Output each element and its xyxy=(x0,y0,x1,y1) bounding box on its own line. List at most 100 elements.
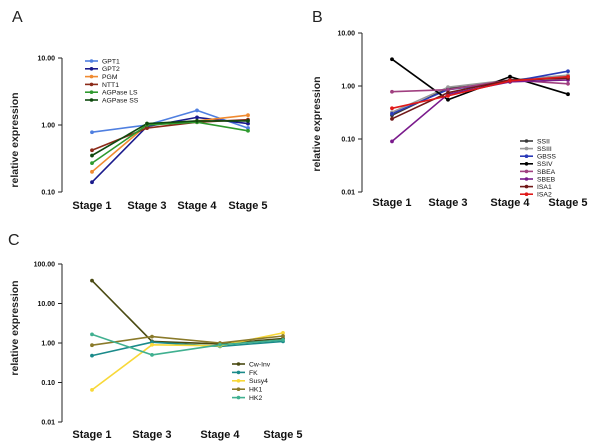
legend-label: Susy4 xyxy=(249,378,268,385)
data-point xyxy=(90,130,94,135)
y-ticks-a: 0.10 1.00 10.00 xyxy=(37,56,62,197)
data-point xyxy=(446,90,450,95)
x-category-label: Stage 1 xyxy=(72,200,111,212)
data-point xyxy=(446,87,450,92)
legend-label: SBEA xyxy=(537,169,556,176)
legend-label: AGPase LS xyxy=(102,90,138,97)
x-categories-c: Stage 1 Stage 3 Stage 4 Stage 5 xyxy=(72,429,302,441)
legend-label: Cw-Inv xyxy=(249,361,271,368)
legend-marker xyxy=(524,169,529,174)
legend-marker xyxy=(89,67,94,71)
legend-label: HK1 xyxy=(249,387,262,394)
y-tick-label: 0.10 xyxy=(41,190,55,197)
y-axis-label-b: relative expression xyxy=(311,76,323,171)
data-point xyxy=(150,342,154,347)
data-point xyxy=(150,352,154,357)
legend-marker xyxy=(236,387,241,392)
series-line xyxy=(91,280,284,345)
y-tick-label: 1.00 xyxy=(41,341,55,348)
series-line xyxy=(391,79,569,143)
data-point xyxy=(246,126,250,130)
data-point xyxy=(150,340,154,345)
legend-label: GPT2 xyxy=(102,66,120,73)
data-point xyxy=(145,121,149,126)
series-lines-a xyxy=(91,109,249,183)
x-category-label: Stage 1 xyxy=(72,429,111,441)
data-point xyxy=(390,89,394,94)
y-tick-label: 0.10 xyxy=(41,380,55,387)
panel-b: B relative expression 0.010.101.0010.00 … xyxy=(311,9,588,209)
panel-label-a: A xyxy=(12,9,23,26)
series-line xyxy=(391,74,569,113)
y-ticks-c: 0.01 0.10 1.00 10.00 100.00 xyxy=(34,262,62,427)
legend-label: ISA1 xyxy=(537,184,552,191)
data-point xyxy=(446,97,450,102)
x-category-label: Stage 4 xyxy=(200,429,240,441)
y-tick-label: 10.00 xyxy=(37,301,55,308)
panel-label-c: C xyxy=(8,232,20,249)
legend-marker xyxy=(89,98,94,102)
legend-marker xyxy=(236,362,241,366)
panel-label-b: B xyxy=(312,9,323,26)
data-point xyxy=(90,343,94,348)
y-tick-label: 10.00 xyxy=(37,56,55,63)
data-point xyxy=(246,128,250,133)
legend-marker xyxy=(524,146,529,151)
y-tick-label: 100.00 xyxy=(34,262,56,269)
legend-marker xyxy=(89,74,94,79)
legend-marker xyxy=(524,139,529,143)
x-category-label: Stage 3 xyxy=(127,200,166,212)
data-point xyxy=(508,74,512,79)
data-point xyxy=(566,69,570,74)
legend-label: GPT1 xyxy=(102,58,120,65)
x-category-label: Stage 5 xyxy=(228,200,267,212)
x-categories-b: Stage 1 Stage 3 Stage 4 Stage 5 xyxy=(372,197,587,209)
data-point xyxy=(90,353,94,358)
legend-label: SSII xyxy=(537,138,550,145)
data-point xyxy=(218,342,222,347)
x-category-label: Stage 5 xyxy=(263,429,302,441)
data-point xyxy=(390,116,394,121)
data-point xyxy=(195,119,199,123)
legend-label: PGM xyxy=(102,74,118,81)
data-point xyxy=(566,92,570,97)
legend-label: GBSS xyxy=(537,154,556,161)
series-line xyxy=(91,335,284,346)
legend-label: SBEB xyxy=(537,176,556,183)
data-point xyxy=(195,115,199,120)
data-point xyxy=(390,111,394,116)
legend-label: ISA2 xyxy=(537,192,552,199)
legend-marker xyxy=(524,192,529,196)
legend-label: SSIV xyxy=(537,161,553,168)
data-point xyxy=(90,153,94,158)
x-category-label: Stage 5 xyxy=(548,197,587,209)
y-tick-label: 10.00 xyxy=(337,31,355,38)
legend-marker xyxy=(236,395,241,400)
series-markers-b xyxy=(390,57,570,144)
data-point xyxy=(90,180,94,185)
series-line xyxy=(91,121,249,164)
x-category-label: Stage 4 xyxy=(490,197,530,209)
y-axis-label-a: relative expression xyxy=(9,92,21,187)
legend-marker xyxy=(89,82,94,87)
y-tick-label: 0.10 xyxy=(341,137,355,144)
data-point xyxy=(566,81,570,86)
series-line xyxy=(91,340,284,357)
series-markers-c xyxy=(90,278,285,392)
legend-label: NTT1 xyxy=(102,82,119,89)
y-ticks-b: 0.01 0.10 1.00 10.00 xyxy=(337,31,362,197)
data-point xyxy=(446,94,450,98)
x-categories-a: Stage 1 Stage 3 Stage 4 Stage 5 xyxy=(72,200,267,212)
data-point xyxy=(90,148,94,153)
data-point xyxy=(508,78,512,83)
data-point xyxy=(150,334,154,339)
panel-c: C relative expression 0.01 0.10 1.00 10.00 1… xyxy=(8,232,303,441)
y-tick-label: 1.00 xyxy=(41,123,55,130)
y-tick-label: 0.01 xyxy=(41,420,55,427)
data-point xyxy=(90,161,94,165)
series-line xyxy=(391,75,569,110)
